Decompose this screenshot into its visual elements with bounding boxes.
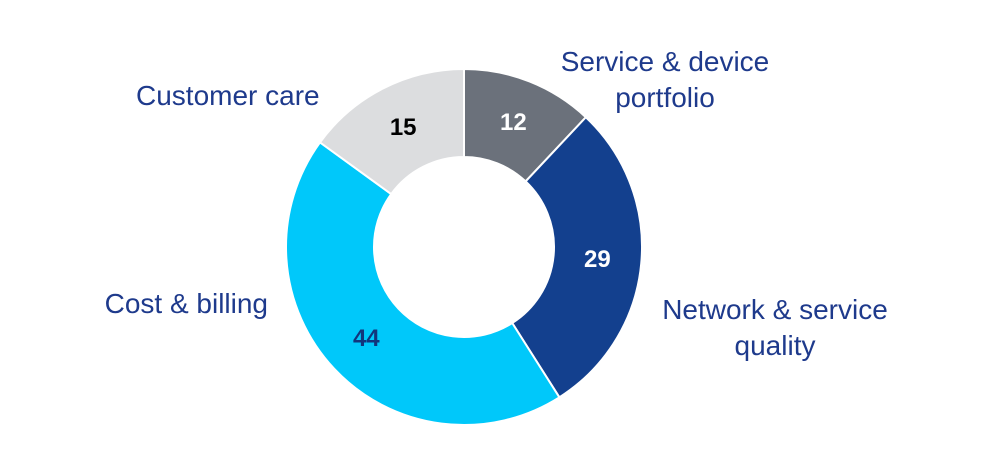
- label-customer-care: Customer care: [136, 80, 320, 111]
- slice-customer-care: [318, 67, 465, 196]
- label-network-service-quality: Network & service quality: [662, 294, 888, 361]
- value-label-customer-care: 15: [390, 114, 417, 141]
- value-label-service-device-portfolio: 12: [500, 109, 527, 136]
- slice-network-service-quality: [510, 115, 643, 399]
- label-service-device-portfolio: Service & device portfolio: [560, 46, 770, 113]
- value-label-network-service-quality: 29: [584, 246, 611, 273]
- label-cost-billing: Cost & billing: [104, 288, 268, 319]
- slice-cost-billing: [285, 140, 561, 426]
- value-label-cost-billing: 44: [353, 325, 380, 352]
